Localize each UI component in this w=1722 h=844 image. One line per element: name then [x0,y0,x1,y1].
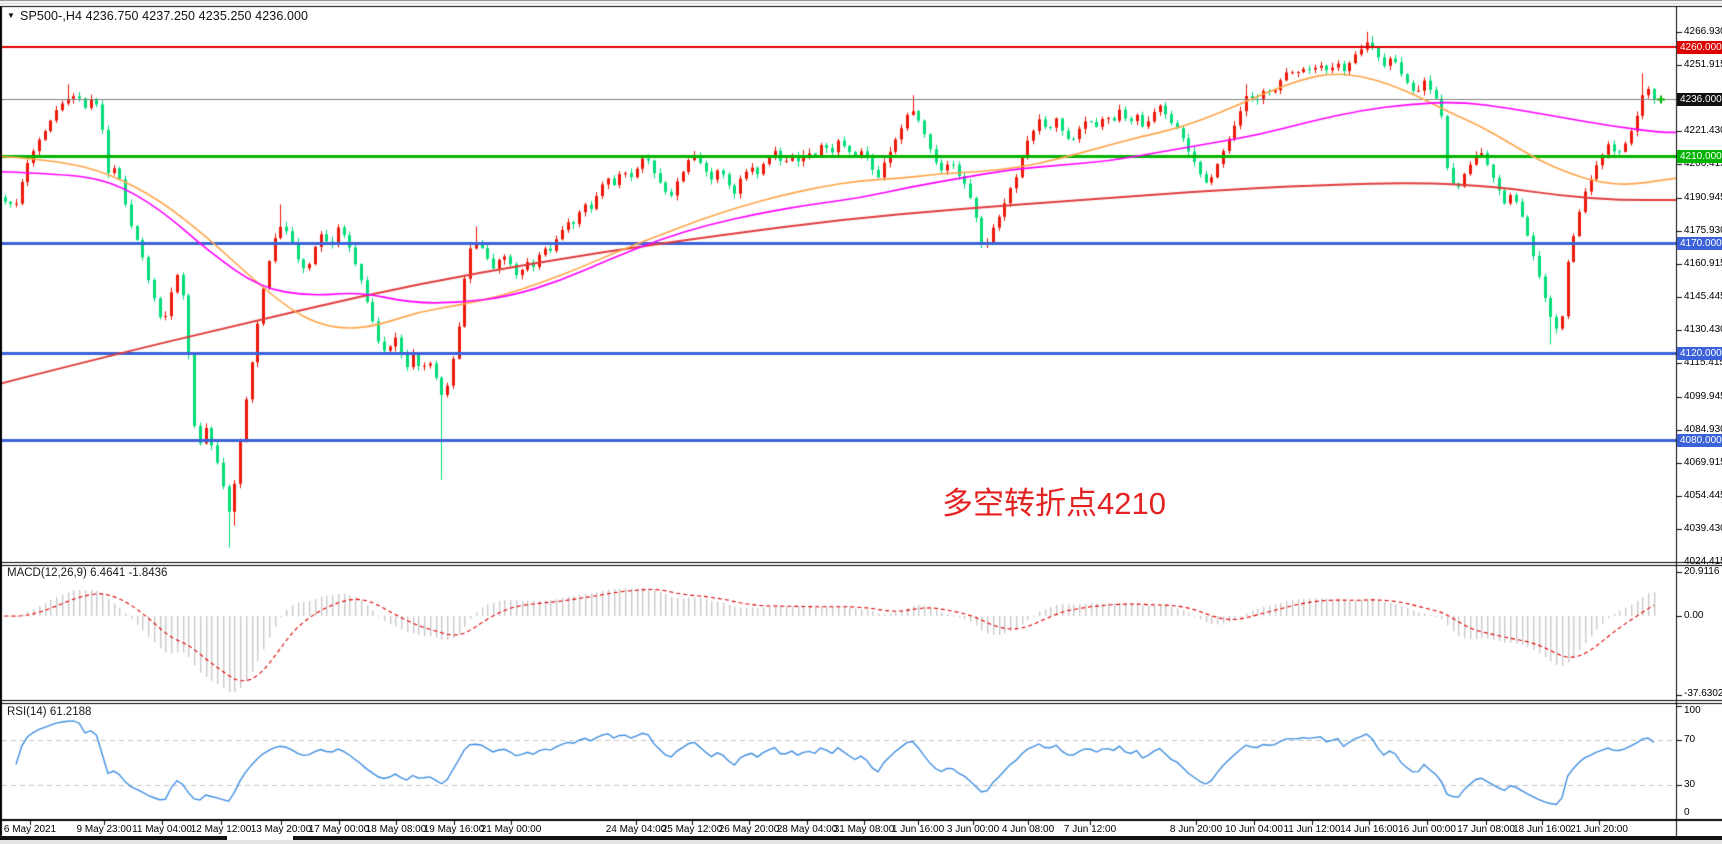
price-badge: 4236.000 [1677,93,1722,106]
price-tick-label: 4054.445 [1684,490,1722,501]
price-tick-label: 4115.415 [1684,357,1722,368]
window-bottom-frame [0,840,1722,844]
bottom-scrollbar[interactable] [0,836,227,840]
rsi-tick-label: 70 [1684,734,1696,745]
time-tick-label: 6 May 2021 [3,824,57,835]
time-tick-label: 8 Jun 20:00 [1169,824,1223,835]
time-tick-label: 28 May 04:00 [776,824,838,835]
price-tick-label: 4206.415 [1684,158,1722,169]
time-tick-label: 13 May 20:00 [250,824,312,835]
price-tick-label: 4024.415 [1684,556,1722,567]
time-tick-label: 25 May 12:00 [661,824,723,835]
macd-tick-label: 0.00 [1684,610,1704,621]
time-tick-label: 21 Jun 20:00 [1570,824,1628,835]
time-tick-label: 24 May 04:00 [605,824,667,835]
price-tick-label: 4160.915 [1684,258,1722,269]
symbol-ohlc-bar: ▼ SP500-,H4 4236.750 4237.250 4235.250 42… [7,9,308,23]
bottom-scrollbar-right[interactable] [293,836,1722,840]
time-tick-label: 4 Jun 08:00 [1001,824,1055,835]
price-tick-label: 4069.915 [1684,457,1722,468]
rsi-indicator-label: RSI(14) 61.2188 [7,706,92,718]
price-tick-label: 4175.930 [1684,225,1722,236]
price-tick-label: 4084.930 [1684,424,1722,435]
chevron-down-icon[interactable]: ▼ [7,11,16,20]
price-tick-label: 4099.945 [1684,391,1722,402]
price-badge: 4080.000 [1677,434,1722,447]
time-tick-label: 31 May 08:00 [833,824,895,835]
price-tick-label: 4039.430 [1684,523,1722,534]
price-tick-label: 4190.945 [1684,192,1722,203]
time-tick-label: 14 Jun 16:00 [1340,824,1398,835]
time-tick-label: 11 Jun 12:00 [1283,824,1341,835]
price-tick-label: 4221.430 [1684,125,1722,136]
time-tick-label: 7 Jun 12:00 [1063,824,1117,835]
macd-indicator-label: MACD(12,26,9) 6.4641 -1.8436 [7,567,168,579]
price-tick-label: 4266.930 [1684,26,1722,37]
price-badge: 4210.000 [1677,150,1722,163]
time-tick-label: 3 Jun 00:00 [946,824,1000,835]
time-tick-label: 26 May 20:00 [718,824,780,835]
time-tick-label: 16 Jun 00:00 [1398,824,1456,835]
rsi-tick-label: 0 [1684,807,1690,818]
price-tick-label: 4145.445 [1684,291,1722,302]
time-tick-label: 12 May 12:00 [190,824,252,835]
time-tick-label: 18 May 08:00 [365,824,427,835]
time-tick-label: 19 May 16:00 [423,824,485,835]
macd-tick-label: -37.6302 [1684,688,1722,699]
price-tick-label: 4251.915 [1684,59,1722,70]
price-badge: 4170.000 [1677,237,1722,250]
rsi-tick-label: 30 [1684,779,1696,790]
rsi-tick-label: 100 [1684,705,1701,716]
annotation-text: 多空转折点4210 [942,486,1166,521]
time-tick-label: 9 May 23:00 [76,824,132,835]
macd-tick-label: 20.9116 [1684,566,1720,577]
time-tick-label: 1 Jun 16:00 [891,824,945,835]
time-tick-label: 17 May 00:00 [308,824,370,835]
price-tick-label: 4130.430 [1684,324,1722,335]
time-tick-label: 11 May 04:00 [132,824,192,835]
symbol-ohlc-text: SP500-,H4 4236.750 4237.250 4235.250 423… [20,9,309,23]
price-badge: 4260.000 [1677,41,1722,54]
time-tick-label: 17 Jun 08:00 [1457,824,1515,835]
time-tick-label: 10 Jun 04:00 [1225,824,1283,835]
price-badge: 4120.000 [1677,347,1722,360]
time-tick-label: 21 May 00:00 [480,824,542,835]
time-tick-label: 18 Jun 16:00 [1513,824,1571,835]
